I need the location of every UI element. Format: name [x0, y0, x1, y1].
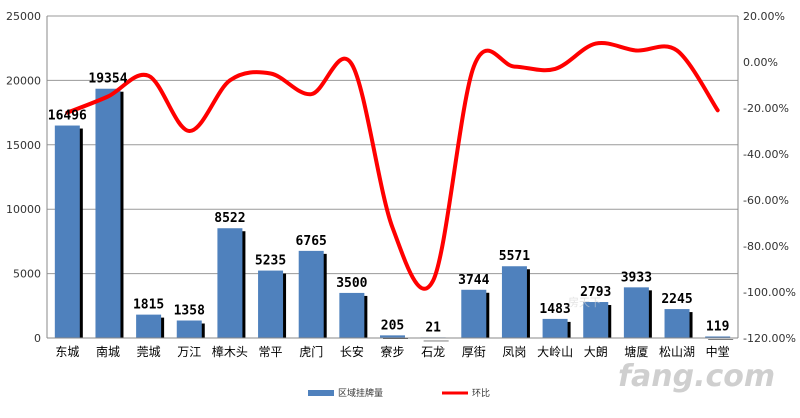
line-point [553, 67, 557, 71]
line-point [594, 42, 598, 46]
line-point [675, 49, 679, 52]
bar [176, 320, 202, 338]
bar-data-label: 21 [425, 321, 441, 336]
y-left-tick-label: 20000 [6, 74, 41, 87]
bar-data-label: 3744 [458, 273, 489, 288]
line-point [716, 108, 720, 112]
x-tick-label: 寮步 [380, 344, 404, 359]
x-tick-label: 虎门 [299, 344, 323, 359]
line-point [512, 65, 516, 69]
line-point [106, 95, 110, 98]
bar-data-label: 1483 [539, 302, 570, 317]
x-tick-label: 大朗 [584, 345, 608, 359]
axes: 0 5000 10000 15000 20000 25000 20.00% 0.00% -20.… [6, 10, 796, 359]
watermark-domain-text: 房天下 [568, 296, 601, 309]
bar-data-label: 19354 [88, 72, 127, 87]
line-point [269, 72, 273, 75]
y-right-tick-label: -80.00% [743, 240, 789, 253]
bar [461, 289, 487, 338]
bar [339, 292, 365, 338]
bar-data-label: 6765 [296, 234, 327, 249]
line-series [65, 40, 720, 291]
x-tick-label: 南城 [96, 344, 120, 359]
bar [501, 266, 527, 338]
x-tick-label: 樟木头 [212, 344, 248, 359]
y-right-tick-label: -60.00% [743, 194, 789, 207]
y-right-tick-label: -20.00% [743, 102, 789, 115]
legend-bar-label: 区域挂牌量 [338, 387, 383, 399]
bar [54, 125, 80, 338]
y-left-tick-label: 0 [34, 332, 41, 345]
bar [705, 336, 731, 338]
y-left-tick-label: 25000 [6, 10, 41, 23]
line-point [65, 111, 69, 115]
x-tick-label: 大岭山 [537, 345, 573, 359]
legend-line-label: 环比 [472, 387, 490, 399]
gridlines [47, 15, 738, 275]
bar [136, 314, 162, 338]
bar [95, 88, 121, 338]
bar-data-label: 1815 [133, 298, 164, 313]
x-tick-label: 石龙 [421, 345, 445, 359]
bar-shadow [423, 340, 449, 342]
y-right-tick-label: -120.00% [743, 332, 796, 345]
x-tick-label: 长安 [340, 344, 364, 359]
x-tick-label: 塘厦 [624, 344, 648, 359]
line-point [228, 78, 232, 82]
x-tick-label: 东城 [55, 345, 79, 359]
bar [380, 335, 405, 338]
legend: 区域挂牌量 环比 [308, 387, 490, 399]
y-right-tick-label: 20.00% [743, 10, 785, 23]
x-tick-label: 中堂 [706, 344, 730, 359]
y-right-tick-label: 0.00% [743, 56, 778, 69]
bar-data-label: 1358 [174, 304, 205, 319]
x-tick-label: 常平 [259, 345, 283, 359]
bar-data-label: 2245 [661, 292, 692, 307]
bar-data-label: 8522 [214, 211, 245, 226]
line-point [431, 279, 435, 282]
x-tick-label: 凤岗 [502, 345, 526, 359]
bar-shadow [708, 339, 734, 340]
bar-data-label: 205 [381, 318, 404, 333]
bar [258, 270, 284, 338]
bar-data-label: 3500 [336, 276, 367, 291]
line-point [147, 74, 151, 78]
x-tick-label: 松山湖 [659, 344, 695, 359]
y-left-tick-label: 10000 [6, 203, 41, 216]
bar-series [54, 88, 734, 342]
x-tick-label: 万江 [177, 345, 201, 359]
bar-data-label: 3933 [621, 270, 652, 285]
line-point [391, 226, 394, 230]
bar [217, 228, 243, 338]
line-point [187, 129, 191, 133]
bar-data-label: 2793 [580, 285, 611, 300]
bar-data-label: 5571 [499, 249, 530, 264]
line-point [634, 49, 638, 52]
y-left-tick-label: 15000 [6, 139, 41, 152]
line-point [350, 62, 354, 66]
bar [542, 318, 568, 338]
line-point [309, 92, 313, 96]
y-right-tick-label: -40.00% [743, 148, 789, 161]
legend-bar-swatch [308, 390, 334, 396]
bar-data-label: 119 [706, 319, 729, 334]
x-tick-label: 莞城 [137, 345, 161, 359]
bar [298, 250, 324, 338]
bar-data-label: 5235 [255, 254, 286, 269]
bar-shadow [383, 338, 408, 339]
watermark-text: fang.com [618, 359, 775, 394]
bar [583, 302, 609, 338]
data-labels: 16496 19354 1815 1358 8522 5235 6765 3500 205 21 3… [48, 72, 730, 336]
y-left-tick-label: 5000 [13, 268, 41, 281]
bar [623, 287, 649, 338]
watermark: fang.com 房天下 [568, 296, 775, 394]
bar [664, 309, 690, 338]
line-series-path [65, 40, 720, 291]
line-point [472, 65, 476, 69]
y-right-tick-label: -100.00% [743, 286, 796, 299]
x-tick-label: 厚街 [462, 345, 486, 359]
bar-data-label: 16496 [48, 109, 87, 124]
